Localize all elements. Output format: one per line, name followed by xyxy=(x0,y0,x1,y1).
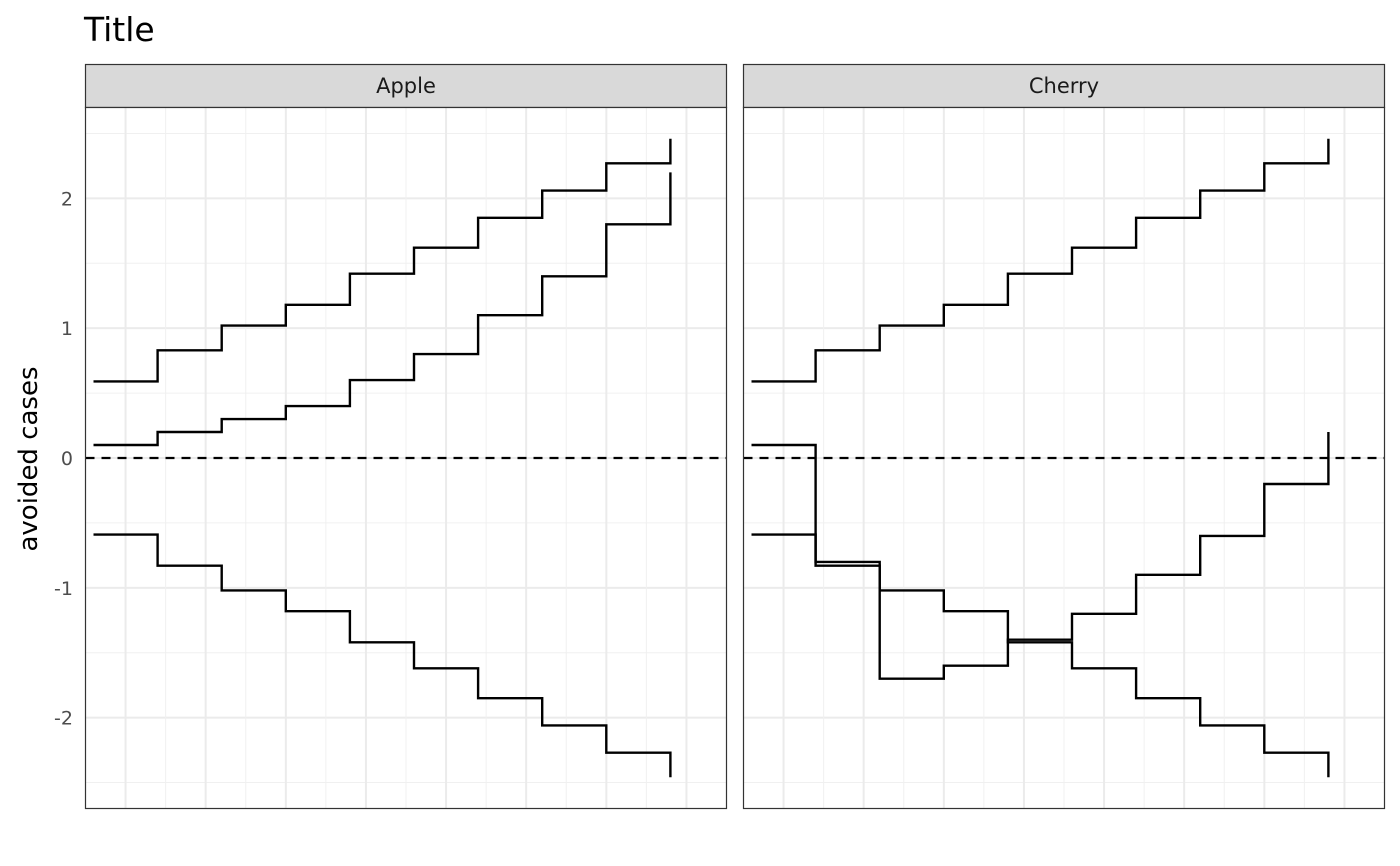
y-tick-label: -1 xyxy=(54,578,73,600)
panel-plot-area-cherry xyxy=(742,106,1386,810)
panel-plot-area-apple xyxy=(84,106,728,810)
series-line-1 xyxy=(93,138,672,383)
y-tick-label: 2 xyxy=(61,188,73,210)
series-line-3 xyxy=(751,533,1330,778)
y-tick-label: 1 xyxy=(61,318,73,340)
facet-strip-apple xyxy=(84,63,728,109)
facet-panel-cherry: Cherry xyxy=(742,63,1386,810)
facet-panel-apple: Apple xyxy=(84,63,728,810)
series-line-2 xyxy=(751,432,1330,680)
chart-title: Title xyxy=(83,10,155,49)
y-axis-label: avoided cases xyxy=(14,366,44,551)
y-tick-label: -2 xyxy=(54,708,73,730)
facet-label-cherry: Cherry xyxy=(1029,74,1099,98)
panel-border xyxy=(84,106,728,810)
series-line-3 xyxy=(93,533,672,778)
facet-strip-cherry xyxy=(742,63,1386,109)
y-tick-label: 0 xyxy=(61,448,73,470)
facet-label-apple: Apple xyxy=(376,74,436,98)
panel-border xyxy=(742,106,1386,810)
series-line-1 xyxy=(751,138,1330,383)
series-line-2 xyxy=(93,172,672,447)
y-tick-labels: -2 -1 0 1 2 xyxy=(54,188,73,729)
